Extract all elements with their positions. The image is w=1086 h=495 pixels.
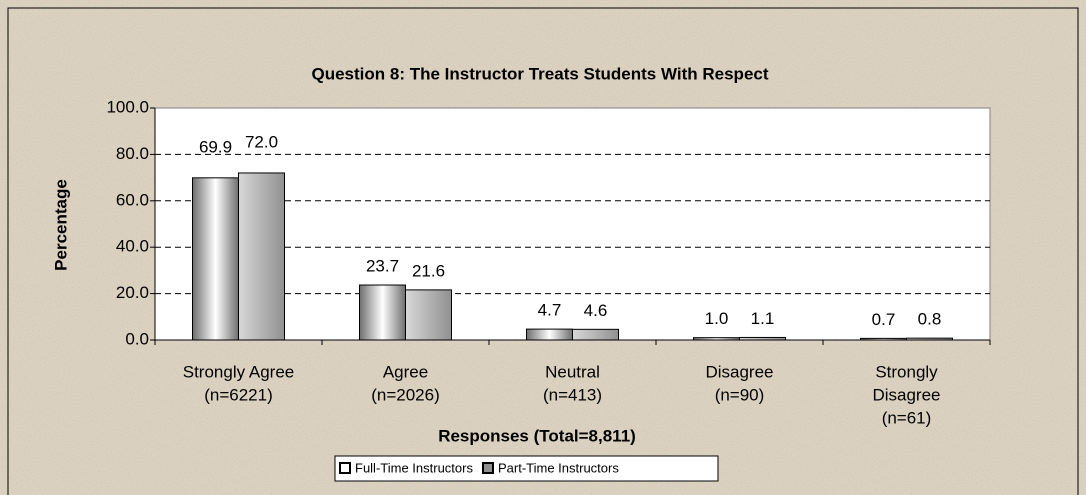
bar xyxy=(238,172,285,341)
x-tick-label: (n=413) xyxy=(543,385,602,404)
value-label: 1.0 xyxy=(705,309,729,328)
bar xyxy=(405,289,452,341)
legend-label: Part-Time Instructors xyxy=(498,460,619,475)
value-label: 4.6 xyxy=(584,301,608,320)
legend-swatch xyxy=(481,462,494,474)
value-label: 1.1 xyxy=(751,309,775,328)
y-axis-title: Percentage xyxy=(51,179,70,271)
x-tick-label: Strongly xyxy=(875,362,938,381)
x-axis-title: Responses (Total=8,811) xyxy=(438,426,636,445)
y-tick-label: 40.0 xyxy=(116,237,149,256)
bar xyxy=(192,177,239,341)
bar xyxy=(906,337,953,341)
y-tick-label: 80.0 xyxy=(116,144,149,163)
value-label: 23.7 xyxy=(366,257,399,276)
value-label: 21.6 xyxy=(412,261,445,280)
legend-swatch xyxy=(339,462,351,474)
chart-title: Question 8: The Instructor Treats Studen… xyxy=(311,64,768,83)
y-tick-label: 100.0 xyxy=(106,97,149,116)
x-tick-label: Neutral xyxy=(545,362,600,381)
x-tick-label: (n=6221) xyxy=(204,385,273,404)
y-tick-label: 0.0 xyxy=(125,329,149,348)
bar xyxy=(739,336,786,341)
x-tick-label: (n=90) xyxy=(715,385,765,404)
bar xyxy=(693,337,740,341)
x-tick-label: Disagree xyxy=(872,385,940,404)
legend-box xyxy=(334,455,719,482)
bar xyxy=(572,328,619,341)
value-label: 4.7 xyxy=(538,301,562,320)
value-label: 0.7 xyxy=(872,310,896,329)
value-label: 69.9 xyxy=(199,137,232,156)
value-label: 72.0 xyxy=(245,132,278,151)
x-tick-label: Strongly Agree xyxy=(183,362,295,381)
legend-label: Full-Time Instructors xyxy=(355,460,473,475)
x-tick-label: (n=2026) xyxy=(371,385,440,404)
y-tick-label: 60.0 xyxy=(116,190,149,209)
x-tick-label: Agree xyxy=(383,362,428,381)
value-label: 0.8 xyxy=(918,310,942,329)
bar xyxy=(526,328,573,341)
chart-border xyxy=(7,7,1079,495)
bar xyxy=(860,337,907,341)
x-tick-label: Disagree xyxy=(705,362,773,381)
bar xyxy=(359,284,406,341)
x-tick-label: (n=61) xyxy=(882,408,932,427)
y-tick-label: 20.0 xyxy=(116,283,149,302)
